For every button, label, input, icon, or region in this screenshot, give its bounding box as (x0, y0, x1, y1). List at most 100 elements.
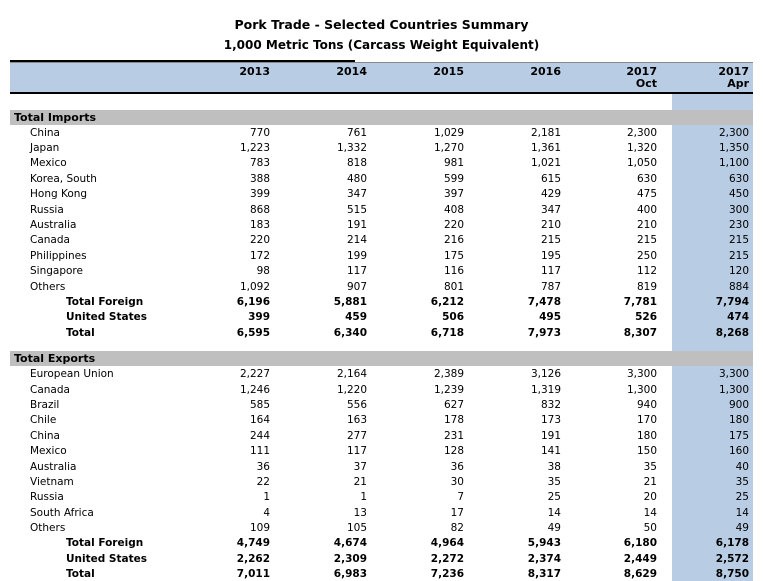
value-cell: 2,272 (430, 552, 464, 565)
spacer-row (10, 93, 753, 110)
value-cell: 35 (547, 475, 561, 488)
column-header-2015: 2015 (369, 62, 466, 94)
value-cell: 585 (249, 398, 270, 411)
table-row-philippines: Philippines 172 199 175 195 250 215 (10, 248, 753, 264)
table-row-chile: Chile 164 163 178 173 170 180 (10, 412, 753, 429)
row-label: Hong Kong (30, 188, 88, 201)
table-row-china: China 244 277 231 191 180 175 (10, 428, 753, 444)
value-cell: 1,239 (433, 383, 464, 396)
value-cell: 900 (672, 397, 753, 413)
value-cell: 163 (346, 414, 367, 427)
value-cell: 300 (672, 201, 753, 218)
value-cell: 770 (249, 126, 270, 139)
row-label: Chile (30, 414, 57, 427)
row-label: Vietnam (30, 475, 74, 488)
header-row: 2013 2014 2015 2016 2017 Oct 2017 Apr (10, 62, 753, 94)
value-cell: 7,973 (527, 326, 561, 339)
row-label: Russia (30, 491, 64, 504)
column-header-2016: 2016 (466, 62, 563, 94)
section-label: Total Imports (10, 110, 753, 125)
value-cell: 459 (345, 311, 367, 324)
value-cell: 819 (636, 280, 657, 293)
value-cell: 6,178 (672, 535, 753, 552)
value-cell: 615 (540, 172, 561, 185)
value-cell: 981 (443, 157, 464, 170)
spacer-row (10, 340, 753, 352)
value-cell: 1,319 (530, 383, 561, 396)
section-label: Total Exports (10, 351, 753, 367)
value-cell: 141 (540, 445, 561, 458)
value-cell: 117 (346, 445, 367, 458)
value-cell: 1,246 (239, 383, 270, 396)
value-cell: 450 (672, 186, 753, 202)
value-cell: 25 (547, 491, 561, 504)
row-label: Singapore (30, 265, 83, 278)
value-cell: 2,449 (623, 552, 657, 565)
value-cell: 215 (672, 248, 753, 264)
value-cell: 1 (263, 491, 270, 504)
value-cell: 1,092 (239, 280, 270, 293)
row-label: Others (30, 522, 66, 535)
value-cell: 1,350 (672, 140, 753, 156)
value-cell: 6,595 (236, 326, 270, 339)
value-cell: 111 (249, 445, 270, 458)
column-header-2017-apr: 2017 Apr (672, 62, 753, 94)
value-cell: 22 (256, 475, 270, 488)
table-row-russia: Russia 868 515 408 347 400 300 (10, 201, 753, 218)
value-cell: 7,011 (175, 566, 272, 581)
value-cell: 35 (643, 460, 657, 473)
value-cell: 14 (672, 504, 753, 521)
row-label: Canada (30, 234, 70, 247)
value-cell: 220 (249, 234, 270, 247)
value-cell: 160 (672, 443, 753, 459)
pork-trade-table: 2013 2014 2015 2016 2017 Oct 2017 Apr Total Imp… (10, 62, 753, 581)
value-cell: 884 (672, 278, 753, 295)
value-cell: 480 (346, 172, 367, 185)
value-cell: 40 (672, 458, 753, 475)
table-row-total-foreign: Total Foreign 4,749 4,674 4,964 5,943 6,180 6,… (10, 535, 753, 552)
value-cell: 8,750 (672, 566, 753, 581)
value-cell: 4,964 (430, 537, 464, 550)
header-top-rule (10, 60, 355, 62)
value-cell: 3,300 (672, 366, 753, 382)
value-cell: 6,340 (333, 326, 367, 339)
column-header-2017-oct: 2017 Oct (563, 62, 672, 94)
table-row-united-states: United States 399 459 506 495 526 474 (10, 309, 753, 326)
table-row-hong-kong: Hong Kong 399 347 397 429 475 450 (10, 186, 753, 202)
value-cell: 109 (249, 522, 270, 535)
table-row-total: Total 6,595 6,340 6,718 7,973 8,307 8,268 (10, 325, 753, 341)
value-cell: 183 (249, 219, 270, 232)
value-cell: 172 (249, 249, 270, 262)
column-header-2014: 2014 (272, 62, 369, 94)
value-cell: 1,100 (672, 155, 753, 172)
value-cell: 175 (672, 428, 753, 444)
value-cell: 1,270 (433, 142, 464, 155)
row-label: Philippines (30, 249, 87, 262)
value-cell: 49 (547, 522, 561, 535)
section-band-total-exports: Total Exports (10, 351, 753, 367)
value-cell: 220 (443, 219, 464, 232)
value-cell: 7,478 (527, 295, 561, 308)
value-cell: 36 (256, 460, 270, 473)
row-label: Total Foreign (66, 537, 144, 550)
row-label: Mexico (30, 445, 67, 458)
row-label: South Africa (30, 506, 94, 519)
table-row-russia: Russia 1 1 7 25 20 25 (10, 489, 753, 505)
table-row-australia: Australia 36 37 36 38 35 40 (10, 458, 753, 475)
table-row-total-foreign: Total Foreign 6,196 5,881 6,212 7,478 7,781 7,… (10, 294, 753, 310)
value-cell: 17 (450, 506, 464, 519)
table-row-vietnam: Vietnam 22 21 30 35 21 35 (10, 474, 753, 490)
value-cell: 8,317 (466, 566, 563, 581)
value-cell: 907 (346, 280, 367, 293)
value-cell: 2,309 (333, 552, 367, 565)
value-cell: 191 (540, 429, 561, 442)
value-cell: 2,227 (239, 368, 270, 381)
table-row-singapore: Singapore 98 117 116 117 112 120 (10, 263, 753, 279)
value-cell: 627 (443, 398, 464, 411)
value-cell: 1 (360, 491, 367, 504)
value-cell: 4,749 (236, 537, 270, 550)
value-cell: 7,781 (623, 295, 657, 308)
header-spacer-cell (10, 62, 175, 94)
value-cell: 13 (353, 506, 367, 519)
value-cell: 399 (248, 311, 270, 324)
